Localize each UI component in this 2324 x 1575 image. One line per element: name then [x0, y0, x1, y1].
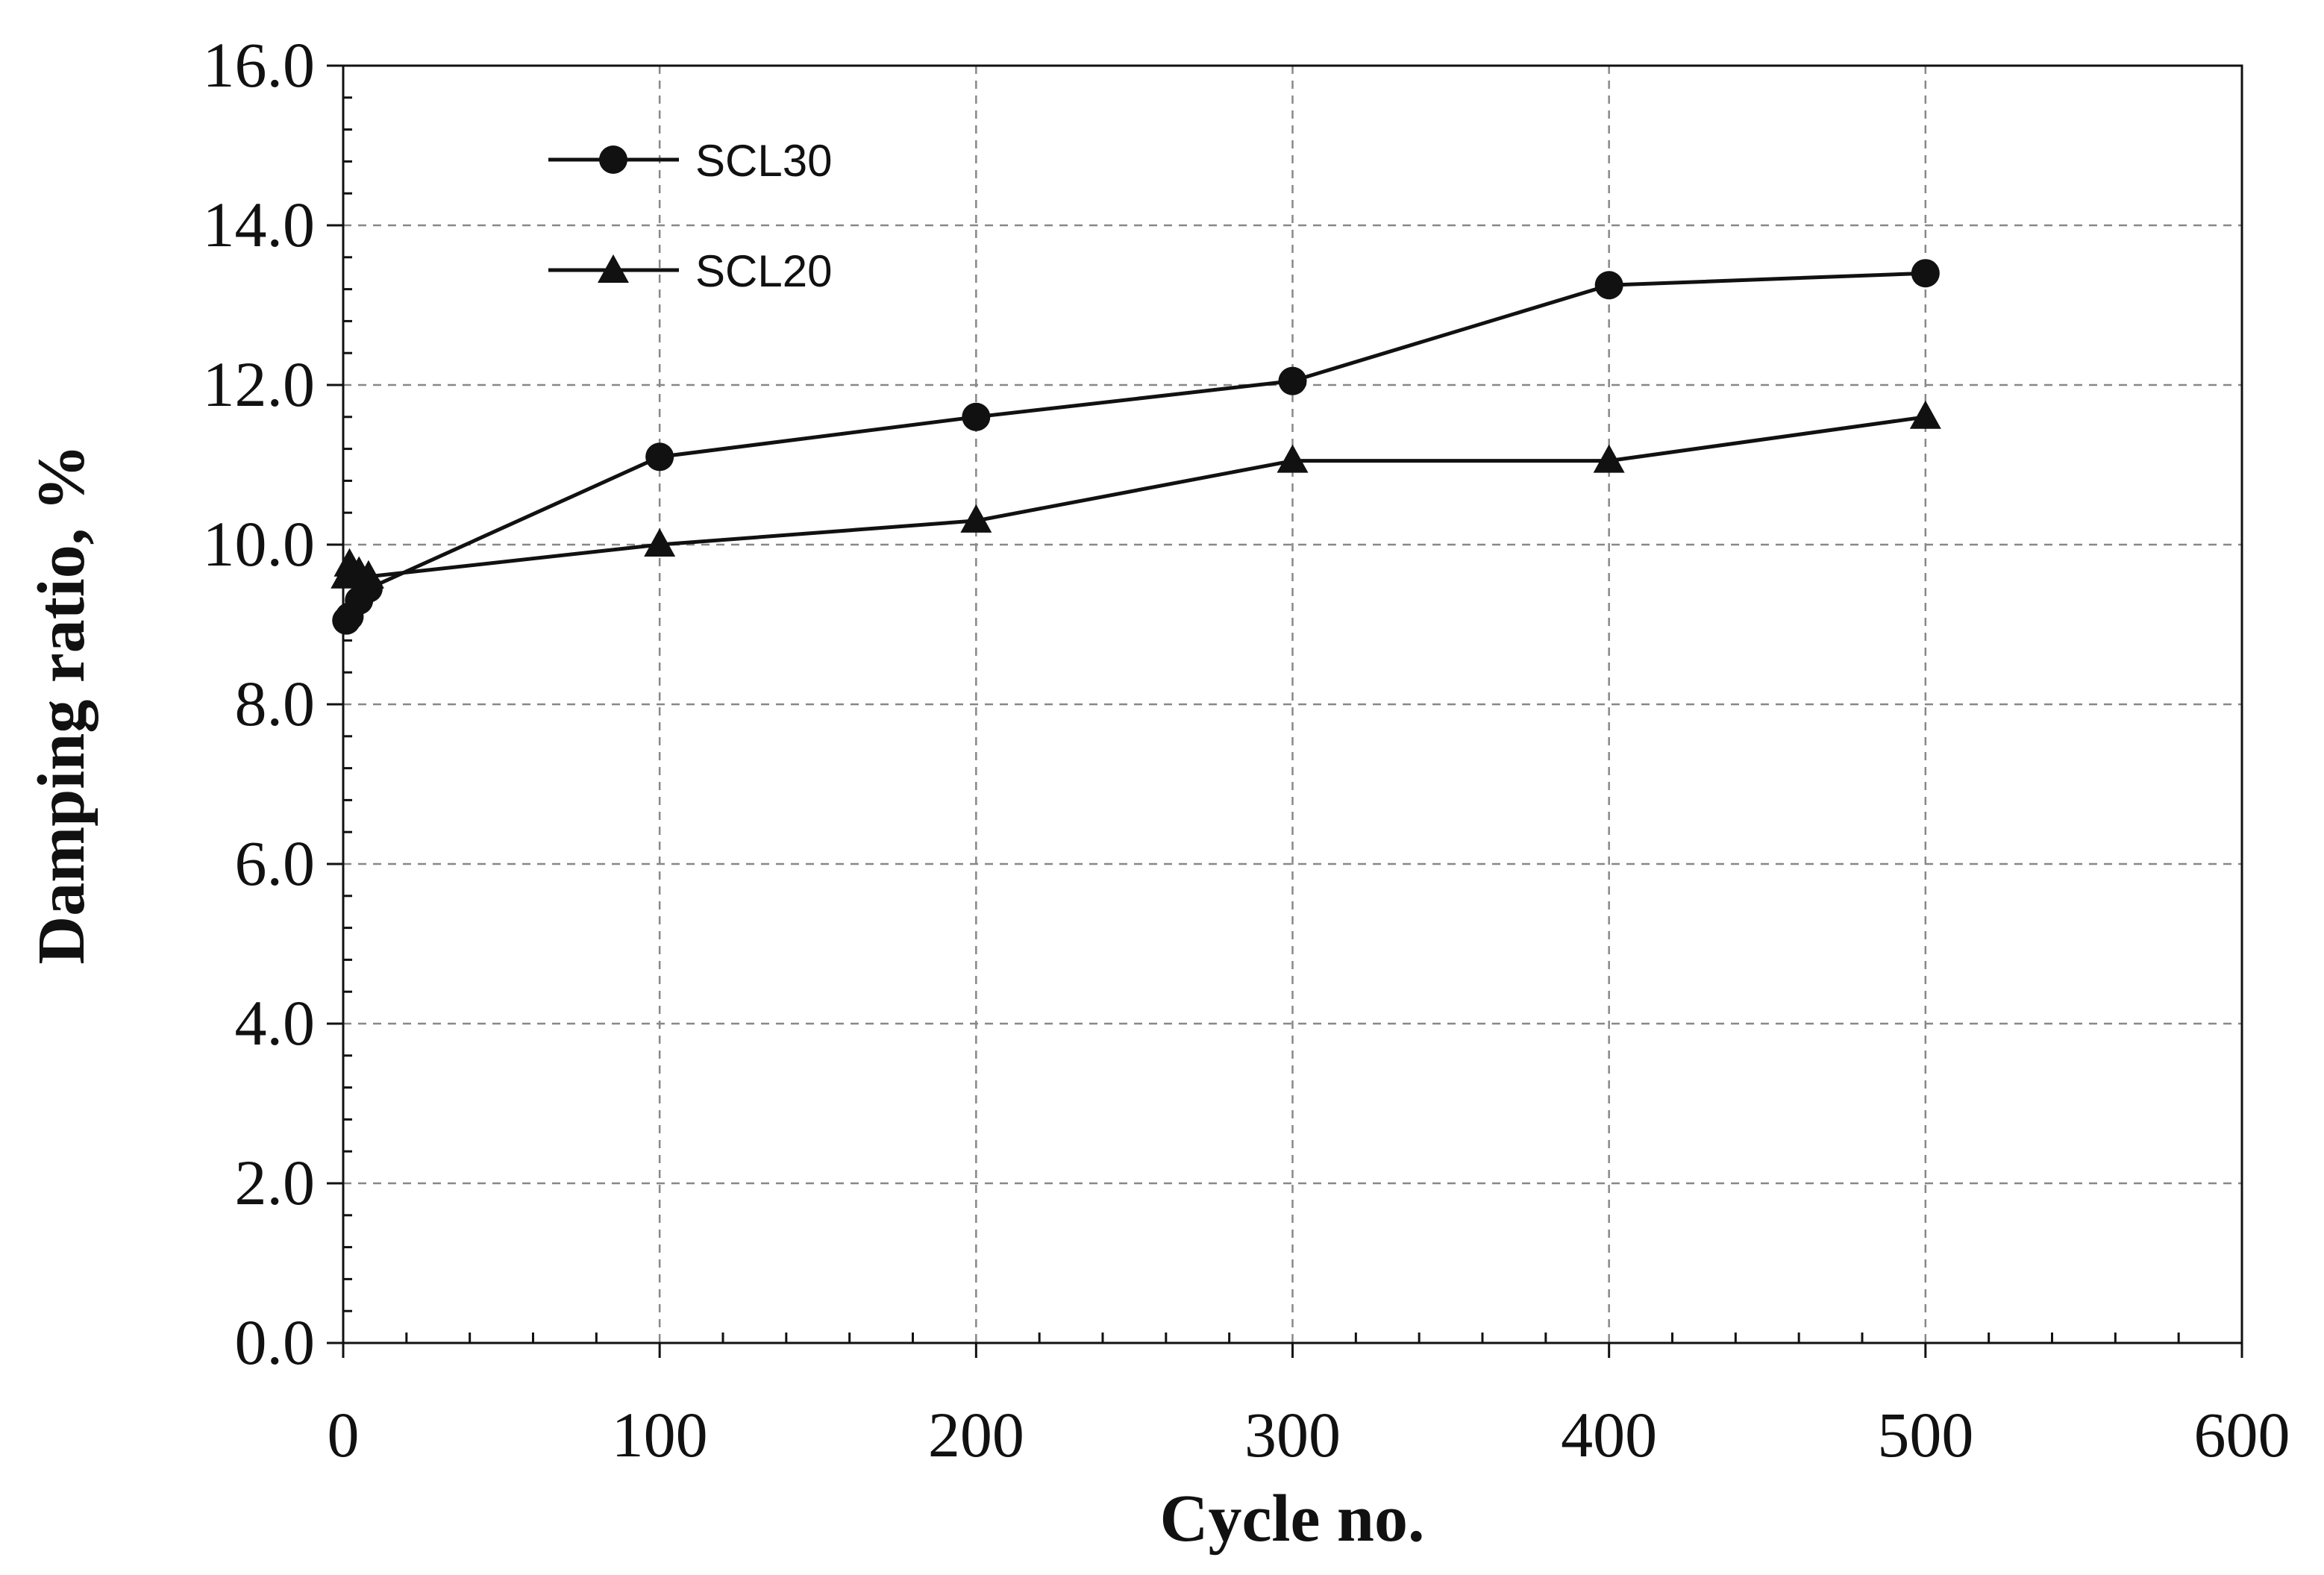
x-tick-label-500: 500 [1877, 1399, 1973, 1471]
x-tick-label-400: 400 [1561, 1399, 1657, 1471]
point-scl30-6 [1278, 366, 1307, 395]
legend-label-scl20: SCL20 [695, 246, 832, 296]
point-scl20-4 [644, 528, 676, 557]
y-tick-label-10.0: 10.0 [203, 508, 316, 580]
series-line-scl20 [344, 415, 1926, 579]
point-scl20-3 [352, 560, 384, 589]
y-tick-label-6.0: 6.0 [235, 827, 316, 899]
grid-lines [343, 66, 2242, 1343]
point-scl30-7 [1594, 271, 1623, 300]
data-series [331, 259, 1941, 635]
point-scl30-8 [1911, 259, 1940, 288]
point-scl20-5 [960, 504, 992, 533]
axis-tick-labels: 0 100 200 300 400 500 600 0.0 2.0 4.0 6.0 8.0 10.0 12… [203, 29, 2290, 1471]
y-tick-label-2.0: 2.0 [235, 1147, 316, 1218]
legend-marker-scl30-circle-icon [599, 145, 627, 174]
point-scl30-4 [645, 442, 674, 472]
y-axis-title: Damping ratio, % [25, 444, 98, 965]
legend-marker-scl20-triangle-icon [598, 254, 629, 283]
y-tick-label-8.0: 8.0 [235, 668, 316, 739]
y-tick-label-12.0: 12.0 [203, 348, 316, 420]
axis-ticks [327, 64, 2243, 1358]
y-tick-label-16.0: 16.0 [203, 29, 316, 101]
x-tick-label-0: 0 [328, 1399, 360, 1471]
legend-label-scl30: SCL30 [695, 136, 832, 186]
x-tick-label-600: 600 [2194, 1399, 2290, 1471]
y-tick-label-0.0: 0.0 [235, 1306, 316, 1378]
x-axis-title: Cycle no. [1160, 1482, 1425, 1556]
x-tick-label-100: 100 [612, 1399, 708, 1471]
x-tick-label-200: 200 [928, 1399, 1024, 1471]
point-scl20-7 [1593, 444, 1625, 473]
y-tick-label-14.0: 14.0 [203, 189, 316, 260]
point-scl20-8 [1909, 400, 1941, 429]
legend: SCL30 SCL20 [548, 136, 832, 296]
x-tick-label-300: 300 [1244, 1399, 1341, 1471]
y-tick-label-4.0: 4.0 [235, 987, 316, 1059]
series-line-scl30 [345, 271, 1926, 622]
point-scl20-6 [1277, 444, 1309, 473]
point-scl30-5 [962, 402, 991, 431]
